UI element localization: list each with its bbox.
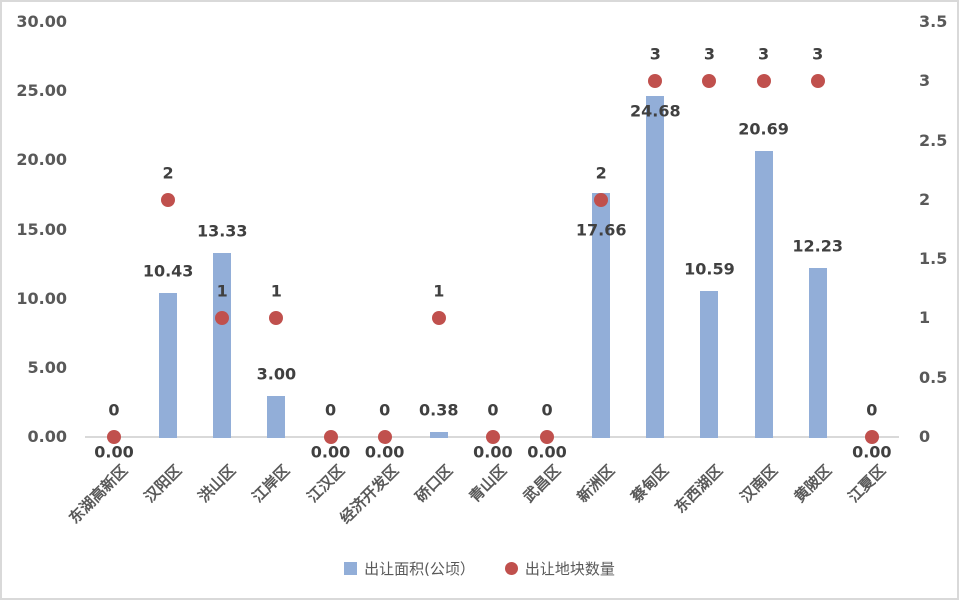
bar-value-label: 0.00 [473,442,513,462]
dot-value-label: 3 [757,44,770,64]
bar [159,292,178,438]
scatter-dot [594,192,609,207]
bar-value-label: 0.00 [310,442,351,462]
x-axis-label: 江汉区 [303,461,348,506]
left-axis-tick: 20.00 [16,150,67,170]
x-axis-label: 洪山区 [194,461,240,506]
bar-value-label: 10.59 [684,259,735,278]
bar-value-label: 10.43 [142,261,194,281]
scatter-dot [648,74,663,89]
x-axis-label: 汉南区 [736,461,781,506]
dot-value-label: 2 [162,163,174,183]
bar [592,192,611,438]
bar [808,267,827,438]
legend-square-icon [344,562,358,575]
right-axis-tick: 2 [919,189,931,209]
left-axis-tick: 25.00 [16,81,67,101]
scatter-dot [107,430,121,444]
bar [700,290,719,438]
dot-value-label: 3 [649,44,661,64]
right-axis-tick: 2.5 [919,130,948,150]
bar-value-label: 13.33 [196,221,248,241]
scatter-dot [485,430,500,444]
x-axis-label: 江岸区 [248,461,294,506]
x-axis-label: 东西湖区 [671,461,727,517]
right-axis-tick: 3.5 [919,12,948,31]
dot-value-label: 2 [595,163,607,183]
bar-value-label: 12.23 [792,236,843,256]
scatter-dot [323,430,338,444]
bar-value-label: 0.00 [852,442,892,462]
scatter-dot [431,311,446,326]
x-axis-label: 新洲区 [573,461,619,506]
scatter-dot [810,74,825,89]
scatter-dot [864,430,879,444]
legend-label: 出让面积(公顷） [364,560,475,578]
left-axis-tick: 30.00 [16,12,67,31]
dot-value-label: 0 [324,400,337,420]
dot-value-label: 1 [433,281,445,301]
left-axis-tick: 5.00 [27,357,67,377]
bar-value-label: 0.00 [94,442,134,462]
legend-item-area: 出让面积(公顷） [344,558,475,579]
dot-value-label: 0 [487,400,499,420]
dot-value-label: 3 [812,44,824,64]
legend-item-count: 出让地块数量 [504,558,615,579]
dot-value-label: 0 [108,400,120,420]
scatter-dot [756,74,771,89]
bar-value-label: 17.66 [575,220,627,240]
bar [267,395,286,438]
dot-value-label: 0 [541,400,553,420]
legend: 出让面积(公顷） 出让地块数量 [2,558,957,579]
x-axis-label: 汉阳区 [140,461,186,506]
x-axis-label: 青山区 [465,461,511,506]
right-axis-tick: 0 [919,427,931,446]
left-axis-tick: 10.00 [16,288,67,308]
right-axis-tick: 0.5 [919,367,948,387]
bar-value-label: 0.00 [527,442,567,462]
scatter-dot [161,192,176,207]
scatter-dot [702,74,717,89]
bar-value-label: 24.68 [629,101,681,121]
bar [646,95,665,438]
x-axis-label: 蔡甸区 [627,461,673,506]
scatter-dot [215,311,230,326]
left-axis-tick: 15.00 [16,219,67,239]
scatter-dot [269,311,284,326]
bar-value-label: 0.38 [419,400,459,420]
left-axis-tick: 0.00 [27,427,67,446]
x-axis-label: 东湖高新区 [65,461,132,528]
x-axis-label: 江夏区 [844,461,889,506]
x-axis-label: 黄陂区 [790,461,835,506]
dot-value-label: 1 [216,281,228,301]
dot-value-label: 0 [379,400,391,420]
bar-value-label: 0.00 [364,442,405,462]
legend-dot-icon [504,562,518,575]
x-axis-label: 硚口区 [411,461,456,506]
x-axis-label: 武昌区 [519,461,565,506]
bar [429,431,448,438]
bar [754,150,773,438]
bar [213,252,232,438]
dot-value-label: 1 [270,281,282,301]
legend-label: 出让地块数量 [524,560,615,578]
dot-value-label: 0 [866,400,878,420]
right-axis-tick: 3 [919,71,931,91]
scatter-dot [377,430,392,444]
bar-value-label: 20.69 [738,119,789,139]
dot-value-label: 3 [703,44,715,64]
bar-value-label: 3.00 [256,364,297,383]
right-axis-tick: 1.5 [919,249,948,269]
scatter-dot [540,430,555,444]
right-axis-tick: 1 [919,308,931,328]
